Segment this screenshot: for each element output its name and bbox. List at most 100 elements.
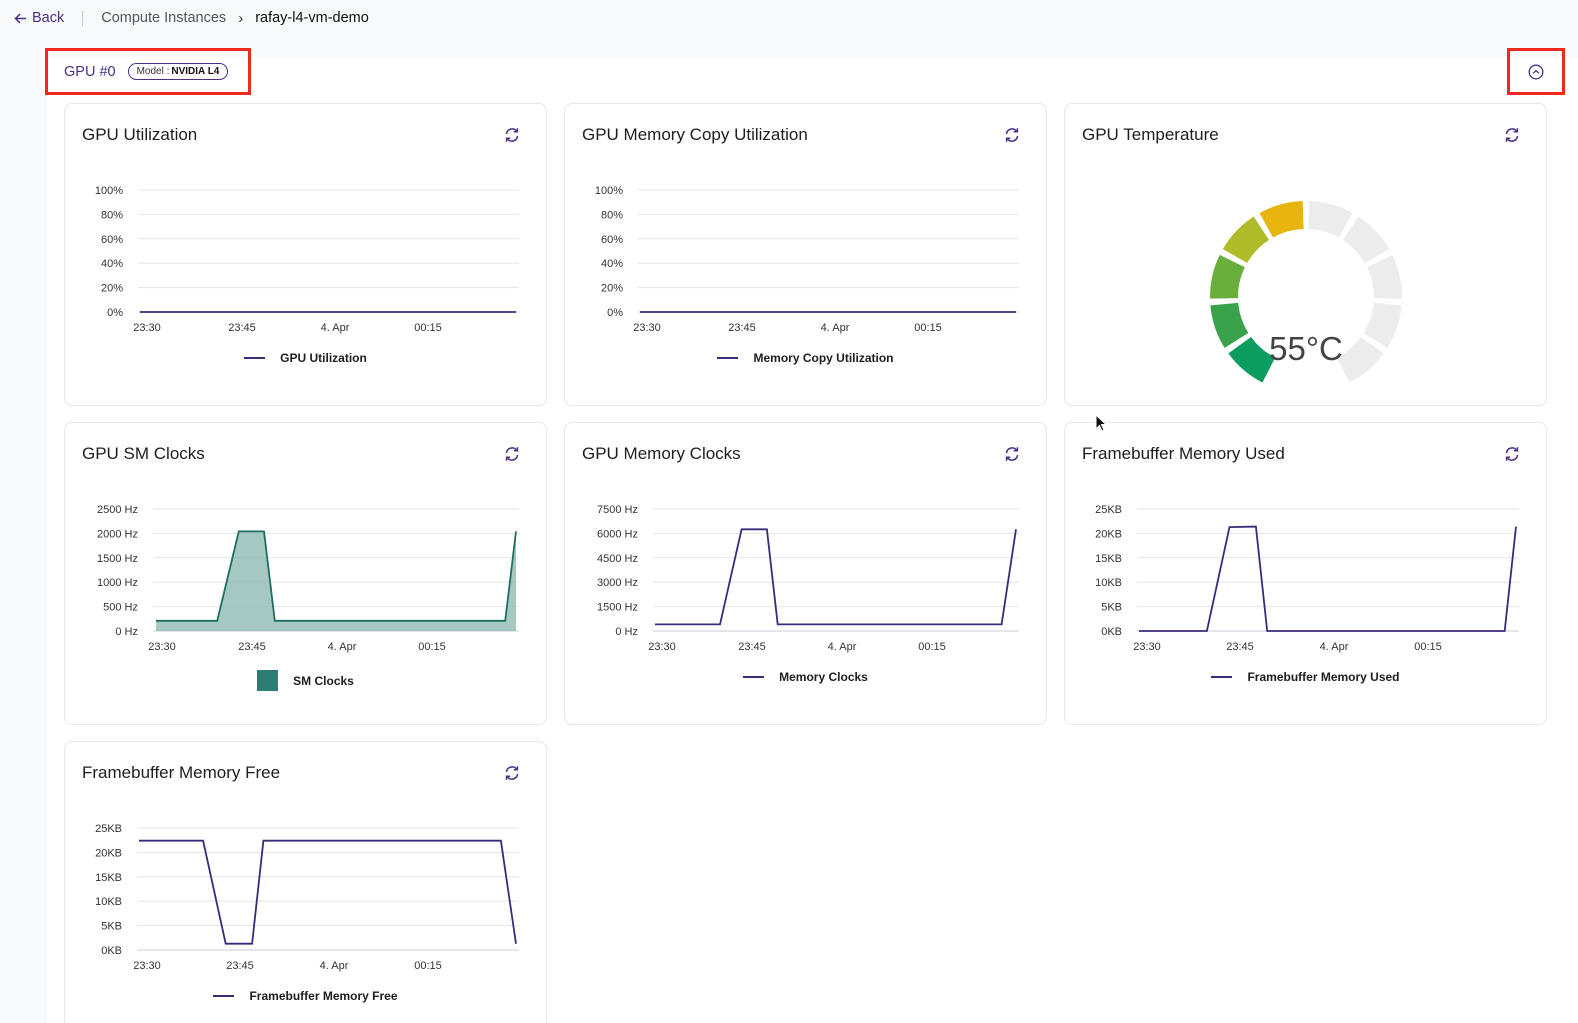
x-tick-label: 4. Apr xyxy=(328,641,357,653)
card-title: GPU Memory Copy Utilization xyxy=(582,125,808,144)
x-tick-label: 4. Apr xyxy=(320,960,349,972)
gauge-segment xyxy=(1259,201,1304,238)
x-tick-label: 23:45 xyxy=(238,641,266,653)
chevron-right-icon: › xyxy=(238,9,244,27)
x-tick-label: 23:45 xyxy=(226,960,254,972)
breadcrumb-compute-instances[interactable]: Compute Instances xyxy=(101,10,227,26)
x-tick-label: 4. Apr xyxy=(828,641,857,653)
gpu-title: GPU #0 xyxy=(64,63,116,80)
x-tick-label: 23:45 xyxy=(738,641,766,653)
series-line xyxy=(655,528,1017,626)
y-tick-label: 40% xyxy=(101,258,123,270)
y-tick-label: 20KB xyxy=(95,847,122,859)
gauge-segment xyxy=(1308,201,1353,238)
x-tick-label: 00:15 xyxy=(918,641,946,653)
y-tick-label: 1000 Hz xyxy=(97,577,138,589)
chart-svg: 7500 Hz 6000 Hz 4500 Hz 3000 Hz 1500 Hz 0 Hz 2… xyxy=(597,504,1019,653)
legend-line-marker xyxy=(743,676,765,678)
y-tick-label: 5KB xyxy=(1101,602,1122,614)
series-line xyxy=(139,839,517,945)
card-title: GPU Temperature xyxy=(1082,125,1219,144)
y-tick-label: 0% xyxy=(107,307,123,319)
framebuffer-free-card: 25KB 20KB 15KB 10KB 5KB 0KB 23:30 23:45 4. Apr 00… xyxy=(64,741,547,1023)
y-tick-label: 20% xyxy=(601,283,623,295)
temperature-gauge: 55°C xyxy=(1210,201,1402,383)
series-line xyxy=(1139,525,1517,632)
refresh-icon[interactable] xyxy=(503,126,521,144)
gauge-segment xyxy=(1210,302,1249,348)
x-tick-label: 00:15 xyxy=(414,322,442,334)
y-tick-label: 6000 Hz xyxy=(597,528,638,540)
y-tick-label: 4500 Hz xyxy=(597,553,638,565)
y-tick-label: 2000 Hz xyxy=(97,528,138,540)
legend-label: Framebuffer Memory Used xyxy=(1247,670,1400,684)
gauge-segment xyxy=(1363,302,1402,348)
refresh-icon[interactable] xyxy=(503,445,521,463)
y-tick-label: 0% xyxy=(607,307,623,319)
chart-legend[interactable]: Memory Clocks xyxy=(565,670,1046,684)
legend-label: Memory Clocks xyxy=(779,670,868,684)
x-tick-label: 23:30 xyxy=(133,960,161,972)
legend-label: Memory Copy Utilization xyxy=(753,351,894,365)
y-tick-label: 20KB xyxy=(1095,528,1122,540)
refresh-icon[interactable] xyxy=(1503,126,1521,144)
x-tick-label: 23:45 xyxy=(1226,641,1254,653)
y-tick-label: 10KB xyxy=(1095,577,1122,589)
card-title: Framebuffer Memory Free xyxy=(82,763,281,782)
legend-label: Framebuffer Memory Free xyxy=(249,989,398,1003)
chart-svg: 2500 Hz 2000 Hz 1500 Hz 1000 Hz 500 Hz 0 Hz 23… xyxy=(97,504,519,653)
y-tick-label: 0KB xyxy=(101,945,122,957)
card-title: GPU Memory Clocks xyxy=(582,444,741,463)
refresh-icon[interactable] xyxy=(1003,126,1021,144)
gauge-value-label: 55°C xyxy=(1269,330,1343,367)
y-tick-label: 20% xyxy=(101,283,123,295)
chart-legend[interactable]: Framebuffer Memory Free xyxy=(65,989,546,1003)
x-tick-label: 23:45 xyxy=(228,322,256,334)
y-tick-label: 100% xyxy=(95,185,123,197)
legend-label: GPU Utilization xyxy=(280,351,367,365)
back-button[interactable]: Back xyxy=(14,10,64,26)
mouse-cursor-icon xyxy=(1095,414,1108,432)
model-name: NVIDIA L4 xyxy=(171,66,220,77)
x-tick-label: 23:30 xyxy=(133,322,161,334)
y-tick-label: 1500 Hz xyxy=(597,602,638,614)
x-tick-label: 00:15 xyxy=(1414,641,1442,653)
refresh-icon[interactable] xyxy=(503,764,521,782)
x-tick-label: 23:30 xyxy=(633,322,661,334)
arrow-left-icon xyxy=(14,12,26,24)
breadcrumb-current: rafay-l4-vm-demo xyxy=(255,10,369,26)
x-tick-label: 4. Apr xyxy=(321,322,350,334)
y-tick-label: 15KB xyxy=(1095,553,1122,565)
memory-copy-utilization-card: 100% 80% 60% 40% 20% 0% 23:30 23:45 4. Apr 00:15 … xyxy=(564,103,1047,406)
legend-line-marker xyxy=(717,357,739,359)
x-tick-label: 00:15 xyxy=(414,960,442,972)
y-tick-label: 60% xyxy=(101,234,123,246)
legend-line-marker xyxy=(213,995,235,997)
gauge-segment xyxy=(1343,216,1390,263)
collapse-button[interactable] xyxy=(1507,48,1565,95)
chart-legend[interactable]: Memory Copy Utilization xyxy=(565,351,1046,365)
chart-legend[interactable]: GPU Utilization xyxy=(65,351,546,365)
sm-clocks-card: 2500 Hz 2000 Hz 1500 Hz 1000 Hz 500 Hz 0 Hz 23… xyxy=(64,422,547,725)
x-tick-label: 00:15 xyxy=(914,322,942,334)
legend-line-marker xyxy=(244,357,266,359)
y-tick-label: 0KB xyxy=(1101,626,1122,638)
chart-svg: 25KB 20KB 15KB 10KB 5KB 0KB 23:30 23:45 4. Apr 00… xyxy=(1095,504,1519,653)
y-tick-label: 10KB xyxy=(95,896,122,908)
gauge-segment xyxy=(1336,336,1384,383)
gauge-segment xyxy=(1222,216,1269,263)
y-tick-label: 7500 Hz xyxy=(597,504,638,516)
legend-label: SM Clocks xyxy=(293,673,354,688)
y-tick-label: 0 Hz xyxy=(615,626,638,638)
chart-legend[interactable]: SM Clocks xyxy=(65,670,546,691)
y-tick-label: 500 Hz xyxy=(103,602,138,614)
legend-swatch xyxy=(257,670,279,691)
gpu-temperature-card: 55°C GPU Temperature xyxy=(1064,103,1547,406)
y-tick-label: 1500 Hz xyxy=(97,553,138,565)
refresh-icon[interactable] xyxy=(1003,445,1021,463)
chart-legend[interactable]: Framebuffer Memory Used xyxy=(1065,670,1546,684)
gpu-utilization-card: 100% 80% 60% 40% 20% 0% 23:30 23:45 4. Apr 00:15 … xyxy=(64,103,547,406)
breadcrumb: Back Compute Instances › rafay-l4-vm-dem… xyxy=(0,0,1578,36)
refresh-icon[interactable] xyxy=(1503,445,1521,463)
chevron-up-circle-icon xyxy=(1528,64,1544,79)
